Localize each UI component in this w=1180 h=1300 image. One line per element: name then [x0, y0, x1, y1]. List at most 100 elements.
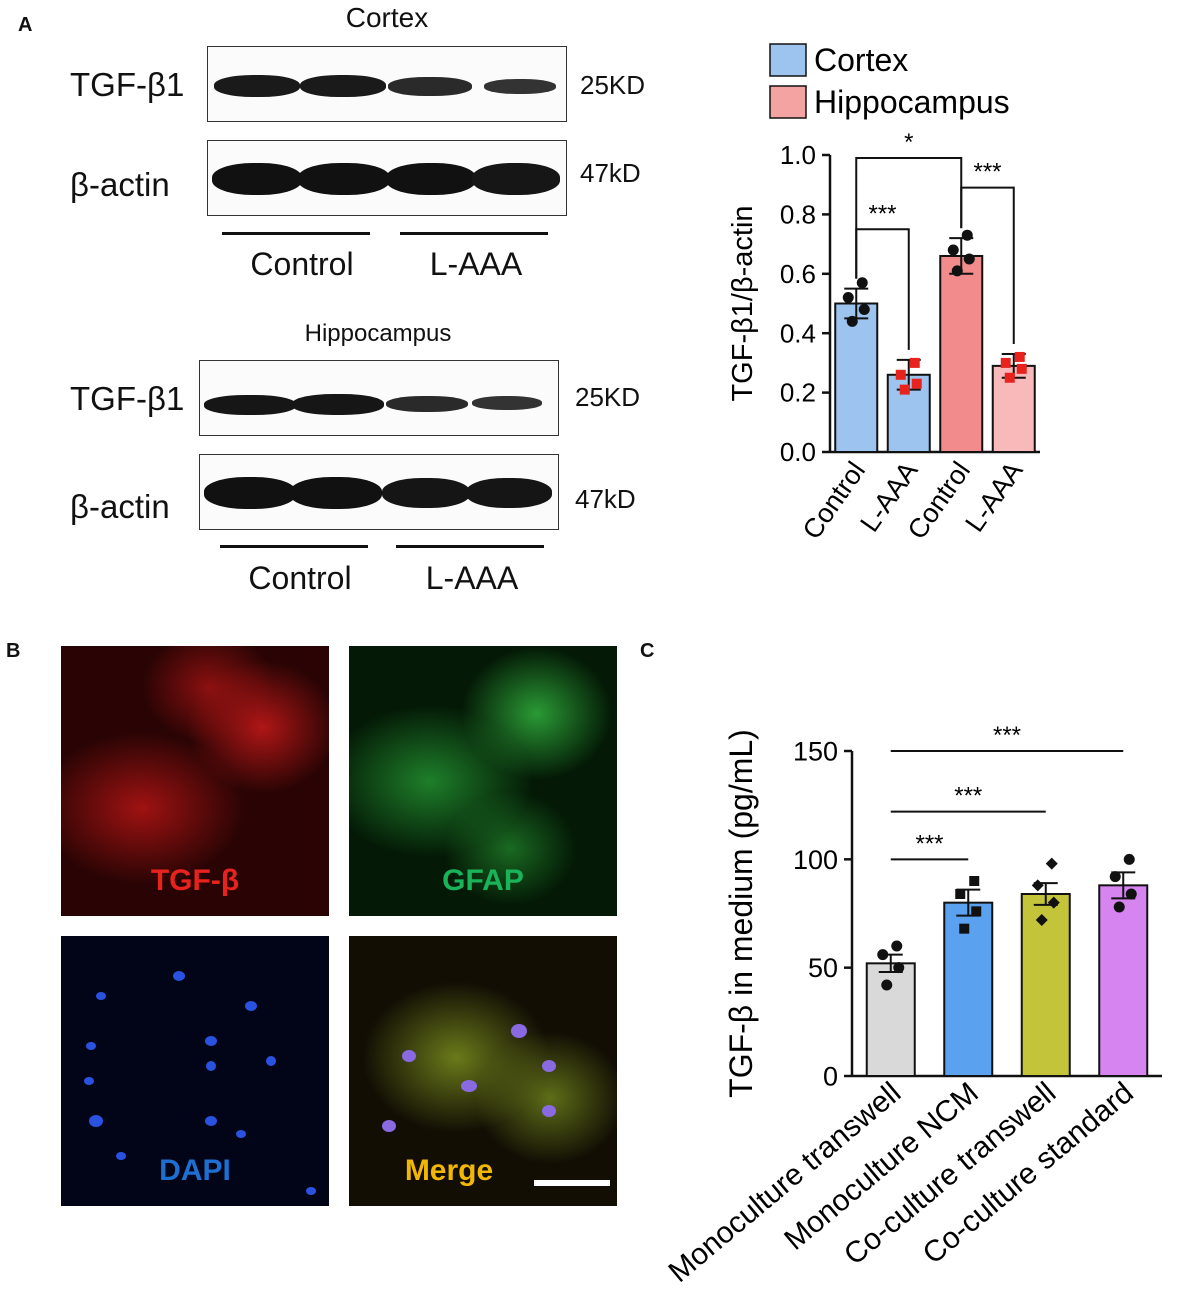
- cortex-tgf-blot: [207, 46, 567, 122]
- x-tick-label: L-AAA: [959, 456, 1028, 537]
- blot-band: [382, 478, 470, 508]
- y-tick-label: 150: [793, 736, 838, 766]
- y-tick-label: 0.6: [780, 259, 816, 289]
- y-tick-label: 0.4: [780, 318, 816, 348]
- y-tick-label: 0.0: [780, 437, 816, 467]
- y-tick-label: 100: [793, 845, 838, 875]
- blot-band: [484, 79, 556, 94]
- hippo-row1-kd: 25KD: [575, 382, 641, 412]
- tgf-beta-micrograph: TGF-β: [61, 646, 329, 916]
- significance-label: ***: [868, 200, 896, 227]
- data-point: [1014, 351, 1025, 362]
- dapi-micrograph: DAPI: [61, 936, 329, 1206]
- blot-band: [300, 75, 386, 97]
- data-point: [1031, 879, 1044, 892]
- data-point: [961, 229, 973, 241]
- data-point: [1109, 871, 1121, 883]
- y-tick-label: 50: [808, 953, 838, 983]
- y-axis-label: TGF-β1/β-actin: [727, 205, 759, 401]
- gfap-micrograph: GFAP: [349, 646, 617, 916]
- hippo-actin-blot: [199, 454, 559, 530]
- gfap-label: GFAP: [442, 864, 524, 897]
- hippo-row2-kd: 47kD: [575, 484, 636, 514]
- control-group-line: [220, 545, 368, 548]
- blot-band: [204, 395, 296, 415]
- data-point: [971, 906, 982, 917]
- data-point: [1004, 372, 1015, 383]
- blot-band: [472, 163, 560, 195]
- legend-label: Cortex: [814, 42, 908, 78]
- blot-band: [204, 477, 296, 509]
- blot-band: [212, 163, 302, 195]
- legend-swatch: [769, 85, 807, 119]
- data-point: [911, 378, 922, 389]
- cortex-row1-kd: 25KD: [580, 70, 646, 100]
- blot-band: [290, 477, 382, 509]
- data-point: [877, 949, 889, 961]
- data-point: [846, 315, 858, 327]
- data-point: [955, 889, 966, 899]
- data-point: [1045, 857, 1058, 870]
- hippo-tgf-blot: [199, 360, 559, 436]
- hippo-row2-label: β-actin: [70, 488, 170, 525]
- data-point: [959, 923, 970, 934]
- panel-label-c: C: [640, 640, 655, 662]
- data-point: [1000, 357, 1011, 368]
- cortex-group-control: Control: [250, 246, 354, 282]
- x-tick-label: Control: [797, 456, 872, 545]
- merge-nuclei: [382, 1024, 556, 1132]
- panel-label-b: B: [6, 640, 21, 662]
- chart-a: 0.0 0.2 0.4 0.6 0.8 1.0 TGF-β1/β-actin Control L…: [727, 42, 1040, 545]
- blot-band: [466, 478, 552, 508]
- hippo-row1-label: TGF-β1: [70, 380, 185, 417]
- data-point: [1125, 888, 1137, 900]
- data-point: [899, 384, 910, 395]
- dapi-nuclei: [84, 971, 316, 1195]
- data-point: [969, 876, 980, 886]
- significance-label: ***: [954, 783, 982, 810]
- blot-band: [386, 396, 468, 412]
- data-point: [881, 979, 893, 991]
- y-tick-label: 0.8: [780, 200, 816, 230]
- blot-band: [472, 396, 542, 410]
- cortex-row1-label: TGF-β1: [70, 66, 185, 103]
- data-point: [947, 244, 959, 256]
- significance-label: ***: [915, 830, 943, 857]
- y-tick-label: 1.0: [780, 140, 816, 170]
- cortex-row2-kd: 47kD: [580, 158, 641, 188]
- legend-swatch: [769, 43, 807, 77]
- laaa-group-line: [400, 232, 548, 235]
- bar: [1098, 884, 1149, 1077]
- hippo-group-control: Control: [248, 560, 352, 596]
- data-point: [891, 940, 903, 952]
- blot-band: [386, 163, 476, 195]
- y-tick-label: 0.2: [780, 378, 816, 408]
- dapi-label: DAPI: [159, 1154, 231, 1187]
- bar: [834, 302, 879, 453]
- data-point: [1047, 896, 1060, 909]
- hippocampus-blot-title: Hippocampus: [304, 320, 452, 347]
- hippo-group-laaa: L-AAA: [425, 560, 519, 596]
- data-point: [858, 303, 870, 315]
- blot-band: [214, 75, 300, 97]
- cortex-group-laaa: L-AAA: [429, 246, 523, 282]
- scale-bar: [534, 1180, 610, 1186]
- legend-label: Hippocampus: [814, 84, 1010, 120]
- blot-band: [298, 163, 390, 195]
- data-point: [895, 369, 906, 380]
- significance-bracket: [960, 186, 1015, 344]
- control-group-line: [222, 232, 370, 235]
- cortex-blot-title: Cortex: [345, 2, 429, 33]
- y-tick-label: 0: [823, 1061, 838, 1091]
- data-point: [951, 265, 963, 277]
- bar: [865, 962, 916, 1078]
- merge-label: Merge: [404, 1154, 494, 1187]
- data-point: [1123, 853, 1135, 865]
- y-axis-label: TGF-β in medium (pg/mL): [723, 729, 759, 1098]
- data-point: [1113, 901, 1125, 913]
- significance-label: *: [904, 129, 913, 156]
- data-point: [963, 253, 975, 265]
- bar: [939, 254, 984, 453]
- data-point: [1016, 363, 1027, 374]
